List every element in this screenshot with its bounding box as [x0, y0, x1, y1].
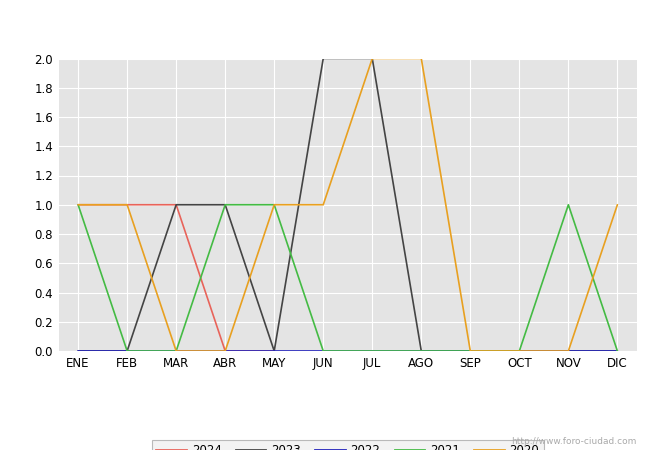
- Legend: 2024, 2023, 2022, 2021, 2020: 2024, 2023, 2022, 2021, 2020: [151, 440, 544, 450]
- Text: http://www.foro-ciudad.com: http://www.foro-ciudad.com: [512, 436, 637, 446]
- Text: Matriculaciones de Vehiculos en Hinojosa del Valle: Matriculaciones de Vehiculos en Hinojosa…: [122, 15, 528, 30]
